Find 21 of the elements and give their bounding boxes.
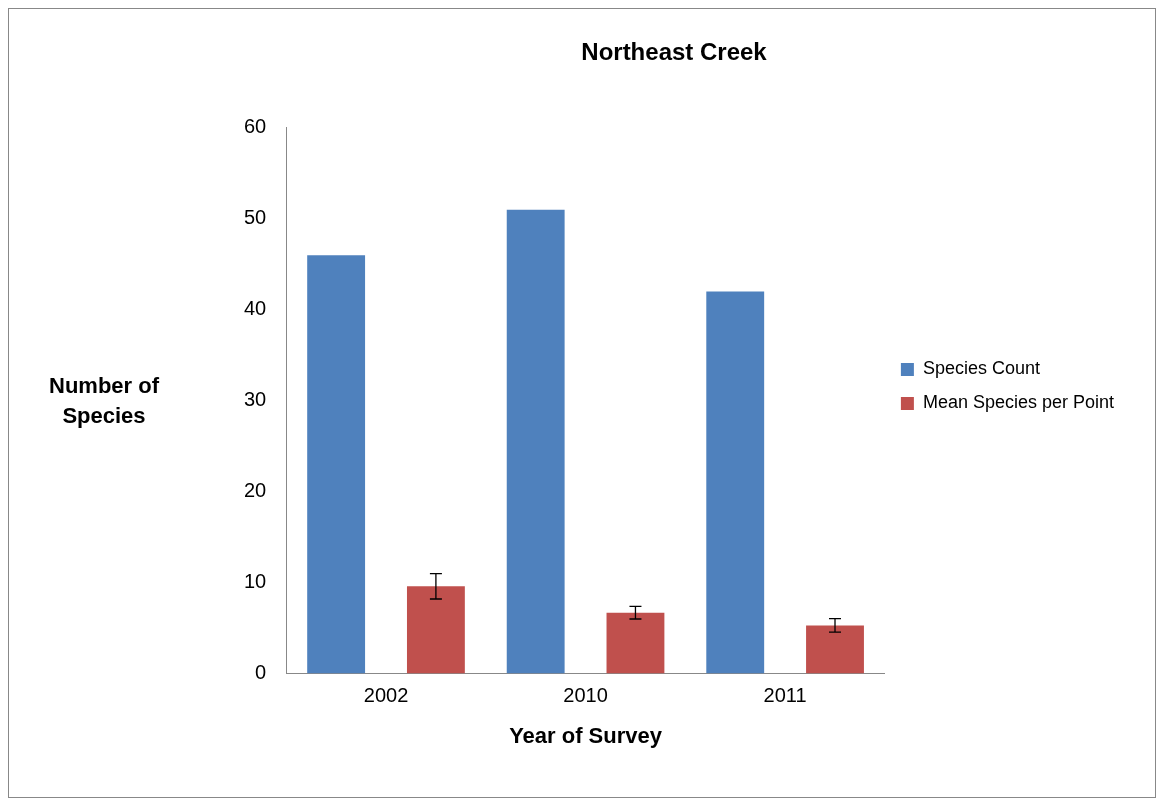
y-axis-title: Number of Species [48,372,160,430]
legend-label: Mean Species per Point [922,392,1114,413]
x-tick-label: 2010 [563,684,608,707]
bar [606,612,665,674]
y-tick-label: 10 [244,570,267,593]
y-tick-label: 40 [244,297,267,320]
bar [706,291,765,674]
y-tick-label: 60 [244,115,267,138]
bar [806,625,864,674]
legend-label: Species Count [922,358,1040,379]
bar [307,255,366,674]
x-axis-title: Year of Survey [509,722,663,748]
x-tick-label: 2011 [763,684,807,707]
y-tick-label: 30 [244,388,267,411]
y-tick-label: 50 [244,206,267,229]
y-tick-label: 20 [244,479,267,502]
y-tick-label: 0 [255,661,267,684]
bar [406,586,465,674]
bar [506,209,565,674]
x-tick-label: 2002 [363,684,409,707]
chart-title: Northeast Creek [581,38,768,66]
